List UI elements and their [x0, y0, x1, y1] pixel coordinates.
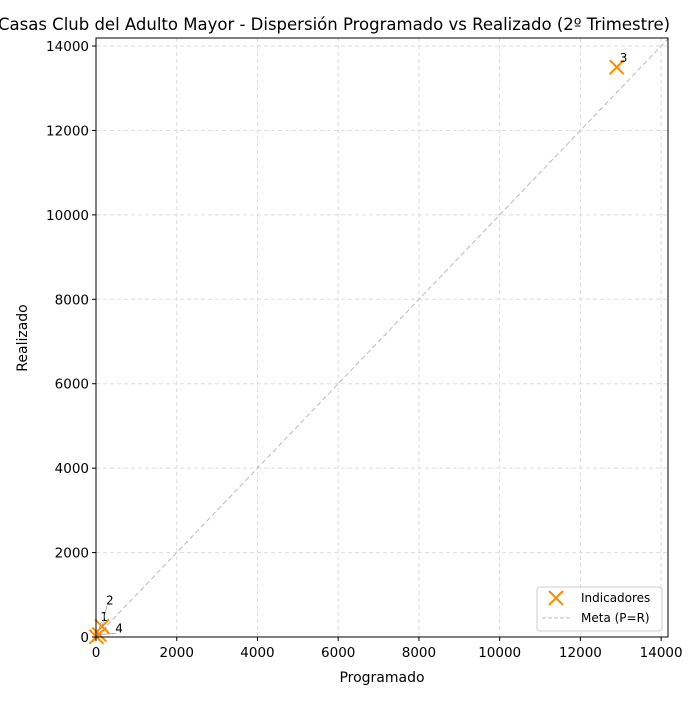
x-tick-label: 12000 [559, 645, 602, 661]
legend-box [536, 586, 663, 632]
x-tick-label: 0 [92, 645, 101, 661]
point-label-leader [101, 605, 108, 627]
x-tick-label: 8000 [402, 645, 436, 661]
x-tick-label: 2000 [160, 645, 194, 661]
ticks: 0 2000 4000 6000 8000 10000 12000 14000 0 2000 400… [46, 39, 683, 661]
points-group: 1234 [88, 51, 628, 645]
x-axis-label: Programado [339, 670, 424, 686]
chart-title: Casas Club del Adulto Mayor - Dispersión… [0, 15, 670, 34]
legend-marker-x-icon [548, 590, 564, 606]
y-tick-label: 6000 [55, 377, 89, 393]
x-tick-label: 14000 [640, 645, 683, 661]
point-label: 3 [620, 51, 628, 65]
meta-line-group [95, 38, 669, 638]
meta-line [95, 38, 669, 638]
x-tick-label: 6000 [321, 645, 355, 661]
y-tick-label: 2000 [55, 546, 89, 562]
y-tick-label: 10000 [46, 208, 89, 224]
x-tick-label: 4000 [240, 645, 274, 661]
point-label-leader [99, 633, 117, 635]
y-tick-label: 4000 [55, 461, 89, 477]
y-tick-label: 0 [80, 630, 89, 646]
legend-label-meta: Meta (P=R) [581, 611, 650, 625]
y-tick-label: 14000 [46, 39, 89, 55]
legend: Indicadores Meta (P=R) [536, 586, 663, 632]
y-axis-label: Realizado [15, 304, 31, 371]
x-tick-label: 10000 [478, 645, 521, 661]
y-tick-label: 8000 [55, 292, 89, 308]
data-point-3 [609, 59, 625, 75]
legend-label-indicadores: Indicadores [581, 591, 650, 605]
point-label: 2 [106, 593, 114, 607]
point-label: 4 [115, 621, 123, 635]
plot-frame [95, 37, 669, 638]
y-tick-label: 12000 [46, 123, 89, 139]
